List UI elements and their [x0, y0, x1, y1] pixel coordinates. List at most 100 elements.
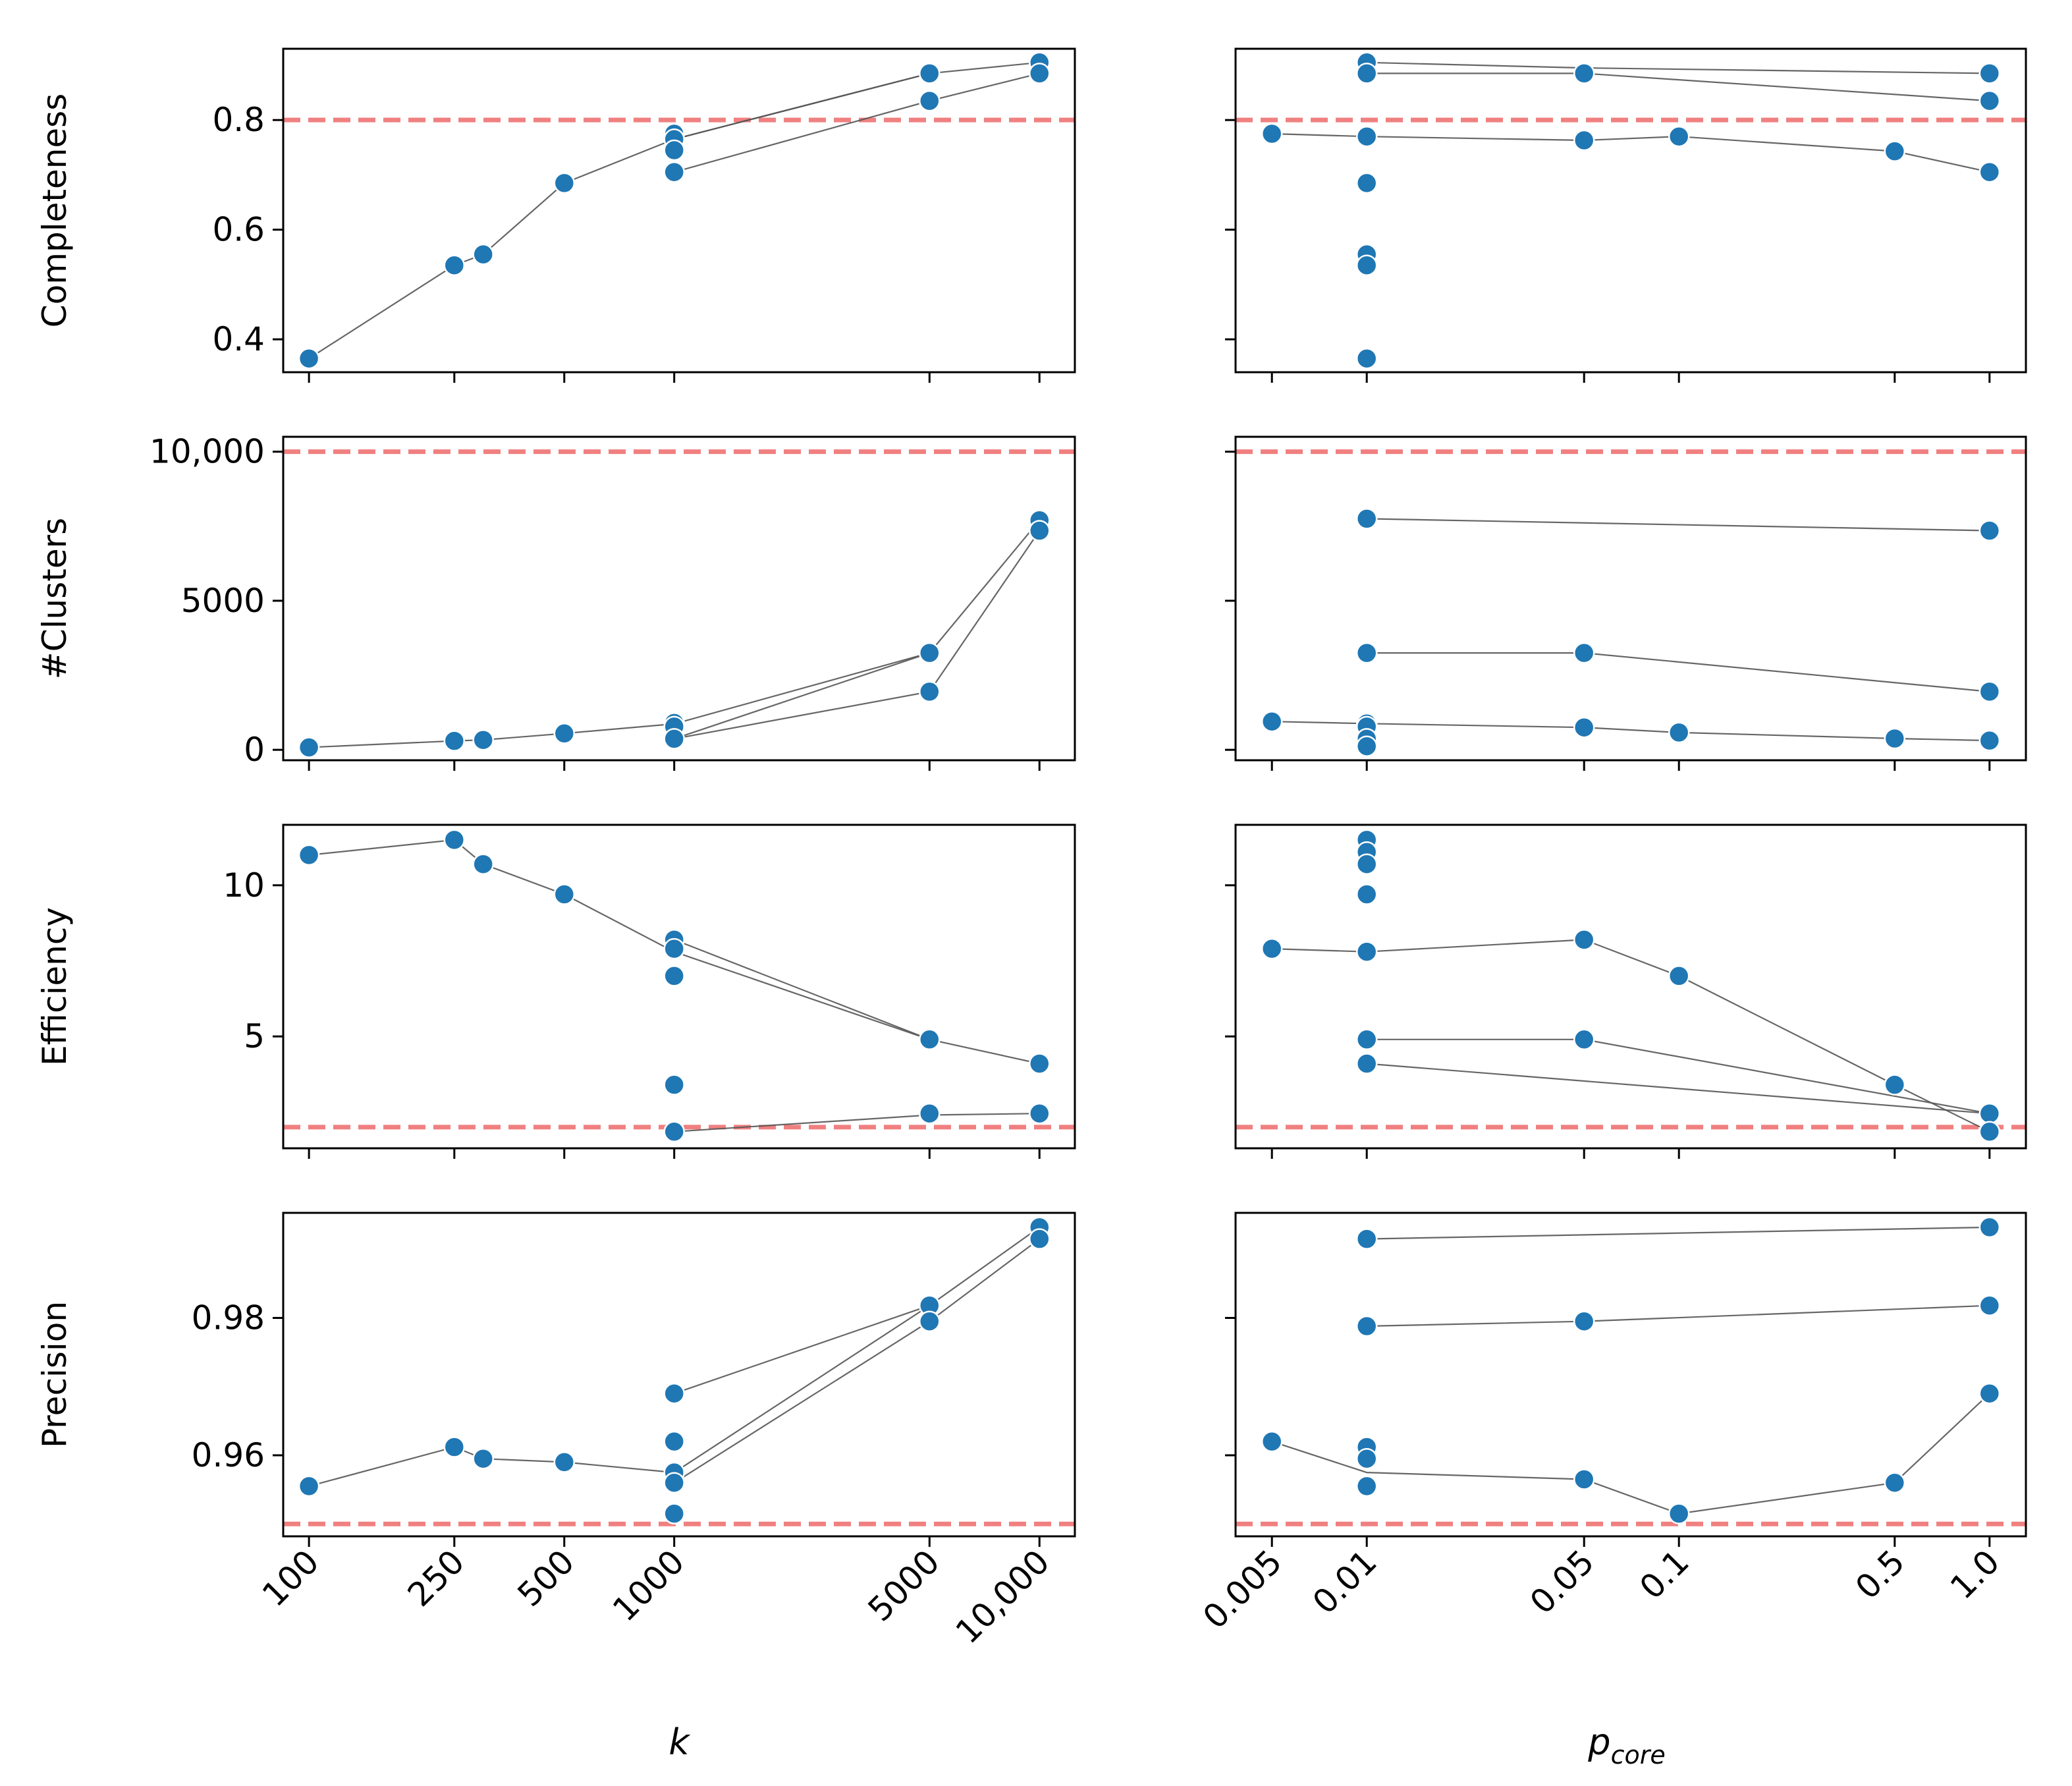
- data-point: [1029, 63, 1050, 84]
- data-point: [663, 1430, 685, 1453]
- connector-line: [1367, 652, 1990, 692]
- data-point: [1029, 1053, 1050, 1074]
- data-point: [1978, 681, 2001, 703]
- connector-line: [674, 530, 1041, 740]
- connector-line: [674, 1238, 1040, 1484]
- data-point: [1978, 1295, 2001, 1316]
- data-point: [1884, 140, 1906, 162]
- panel-completeness-left: 0.4 0.6 0.8: [212, 47, 1076, 383]
- x-tick-label-p-core: 0.005: [1195, 1542, 1289, 1636]
- connector-line: [674, 939, 930, 1040]
- data-point: [443, 254, 466, 276]
- data-point: [919, 681, 941, 703]
- data-point: [919, 90, 941, 112]
- y-axis-label-efficiency: Efficiency: [36, 907, 74, 1066]
- data-point: [1573, 63, 1595, 84]
- y-tick-label: 0.98: [192, 1298, 265, 1337]
- data-point: [1029, 520, 1050, 542]
- panel-efficiency-right: [1225, 823, 2027, 1159]
- data-point: [553, 1451, 576, 1473]
- data-point: [1573, 1468, 1595, 1490]
- data-point: [298, 844, 320, 866]
- y-tick-label: 0: [244, 731, 265, 769]
- connector-line: [674, 652, 930, 740]
- connector-line: [1367, 518, 1990, 532]
- panel-clusters-right: [1225, 435, 2027, 771]
- data-point: [298, 1475, 320, 1497]
- data-point: [1029, 1102, 1050, 1125]
- connector-line: [674, 72, 1040, 173]
- axes-frame: [282, 1212, 1076, 1538]
- data-point: [553, 723, 576, 744]
- data-point: [919, 1028, 941, 1051]
- data-point: [443, 829, 466, 851]
- y-tick-label: 0.4: [212, 320, 265, 358]
- x-tick-label-p-core: 0.05: [1523, 1542, 1602, 1621]
- data-point: [298, 737, 320, 758]
- data-point: [472, 243, 494, 265]
- connector-line: [1272, 721, 1990, 742]
- data-point: [1355, 508, 1378, 530]
- data-point: [1355, 1315, 1378, 1337]
- data-point: [919, 63, 941, 84]
- data-point: [1355, 642, 1378, 664]
- data-point: [663, 1074, 685, 1096]
- data-point: [472, 1447, 494, 1470]
- connector-line: [1271, 1393, 1990, 1515]
- panel-precision-left: 0.96 0.98: [192, 1212, 1076, 1547]
- data-point: [1978, 161, 2001, 183]
- data-point: [1355, 1053, 1378, 1074]
- y-tick-label: 0.6: [212, 211, 265, 249]
- data-point: [1261, 123, 1283, 145]
- data-point: [443, 730, 466, 752]
- data-point: [1355, 1475, 1378, 1497]
- data-point: [663, 161, 685, 183]
- data-point: [663, 965, 685, 987]
- data-point: [919, 1310, 941, 1332]
- panel-clusters-left: 0 5000 10,000: [150, 433, 1076, 771]
- y-tick-label: 0.96: [192, 1436, 265, 1474]
- data-point: [663, 937, 685, 960]
- data-point: [1668, 1503, 1690, 1524]
- data-point: [298, 347, 320, 370]
- data-point: [1573, 1310, 1595, 1332]
- data-point: [663, 1472, 685, 1493]
- data-point: [919, 1102, 941, 1125]
- data-point: [1355, 63, 1378, 84]
- data-point: [1355, 254, 1378, 276]
- data-point: [1355, 735, 1378, 757]
- panel-completeness-right: [1225, 47, 2027, 383]
- data-point: [1884, 1472, 1906, 1493]
- x-tick-label-k: 10,000: [948, 1542, 1057, 1651]
- y-tick-label: 0.8: [212, 101, 265, 139]
- x-tick-label-k: 250: [400, 1542, 472, 1613]
- data-point: [1355, 853, 1378, 875]
- y-axis-label-clusters: #Clusters: [36, 518, 74, 679]
- data-point: [1978, 729, 2001, 752]
- data-point: [553, 172, 576, 194]
- data-point: [1261, 710, 1283, 733]
- data-point: [553, 883, 576, 905]
- axes-frame: [1234, 1212, 2027, 1538]
- connector-line: [674, 72, 930, 140]
- x-tick-label-k: 500: [510, 1542, 582, 1613]
- data-point: [1355, 1447, 1378, 1470]
- data-point: [1668, 721, 1690, 744]
- x-tick-label-p-core: 0.01: [1305, 1542, 1384, 1621]
- data-point: [1261, 937, 1283, 960]
- axes-frame: [282, 823, 1076, 1150]
- x-tick-label-p-core: 0.1: [1632, 1542, 1696, 1606]
- x-axis-label-subscript: core: [1611, 1741, 1666, 1770]
- connector-line: [1272, 939, 1990, 1132]
- y-axis-label-precision: Precision: [36, 1301, 74, 1448]
- data-point: [472, 853, 494, 875]
- data-point: [1668, 125, 1690, 148]
- x-tick-label-p-core: 1.0: [1943, 1542, 2007, 1606]
- data-point: [1355, 172, 1378, 194]
- x-tick-label-k: 100: [255, 1542, 326, 1613]
- panel-efficiency-left: 5 10: [223, 823, 1076, 1159]
- data-point: [663, 139, 685, 161]
- x-tick-label-k: 1000: [605, 1542, 692, 1629]
- axes-frame: [1234, 435, 2027, 762]
